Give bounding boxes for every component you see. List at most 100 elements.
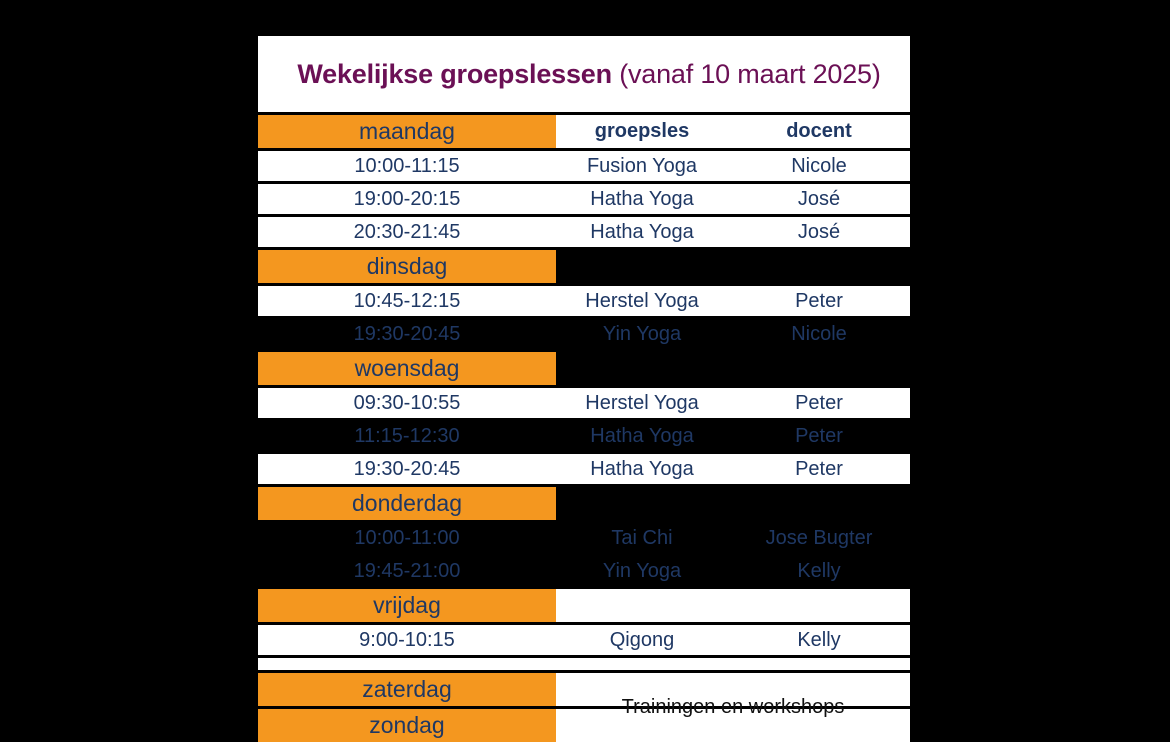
lesson-row: 09:30-10:55 Herstel Yoga Peter [258, 388, 910, 418]
lesson-teacher: Jose Bugter [765, 526, 873, 549]
day-header-cell-dinsdag[interactable]: dinsdag [258, 250, 556, 283]
row-divider-cell [258, 670, 910, 673]
column-header-groepsles [556, 250, 728, 283]
lesson-class-cell: Qigong [556, 625, 728, 655]
lesson-teacher: Peter [795, 289, 843, 312]
day-header-cell-zaterdag[interactable]: zaterdag [258, 673, 556, 706]
title-main: Wekelijkse groepslessen [297, 58, 612, 89]
lesson-class: Hatha Yoga [590, 424, 694, 447]
row-divider-cell [258, 706, 910, 709]
title-subtitle: (vanaf 10 maart 2025) [611, 58, 881, 89]
row-divider-cell [258, 316, 910, 319]
day-label: zaterdag [362, 675, 452, 702]
row-divider-cell [258, 214, 910, 217]
lesson-row: 19:30-20:45 Hatha Yoga Peter [258, 454, 910, 484]
row-divider [258, 451, 910, 454]
row-divider [258, 655, 910, 658]
lesson-time-cell: 19:45-21:00 [258, 556, 556, 586]
column-header-groepsles: groepsles [556, 115, 728, 148]
lesson-class-cell: Yin Yoga [556, 556, 728, 586]
lesson-teacher-cell: Peter [728, 454, 910, 484]
lesson-class-cell: Yin Yoga [556, 319, 728, 349]
lesson-teacher: Kelly [797, 559, 841, 582]
day-label: vrijdag [373, 591, 441, 618]
lesson-class-cell: Hatha Yoga [556, 421, 728, 451]
row-divider-cell [258, 451, 910, 454]
row-divider-cell [258, 484, 910, 487]
lesson-teacher-cell: Peter [728, 286, 910, 316]
lesson-teacher-cell: Nicole [728, 319, 910, 349]
lesson-time-cell: 09:30-10:55 [258, 388, 556, 418]
column-header-groepsles [556, 589, 728, 622]
lesson-class: Hatha Yoga [590, 220, 694, 243]
day-header-cell-woensdag[interactable]: woensdag [258, 352, 556, 385]
column-header-docent [728, 352, 910, 385]
row-divider-cell [258, 349, 910, 352]
lesson-time-cell: 10:45-12:15 [258, 286, 556, 316]
lesson-time: 10:45-12:15 [353, 289, 461, 312]
lesson-row: 10:00-11:00 Tai Chi Jose Bugter [258, 523, 910, 553]
row-divider-cell [258, 655, 910, 658]
day-label: maandag [359, 117, 455, 144]
lesson-teacher: Peter [795, 391, 843, 414]
lesson-teacher-cell: José [728, 184, 910, 214]
column-header-docent [728, 589, 910, 622]
lesson-time-cell: 19:00-20:15 [258, 184, 556, 214]
lesson-time: 11:15-12:30 [354, 424, 460, 447]
lesson-time: 19:00-20:15 [353, 187, 461, 210]
lesson-class-cell: Fusion Yoga [556, 151, 728, 181]
column-header-label: docent [786, 120, 852, 142]
page-title: Wekelijkse groepslessen (vanaf 10 maart … [258, 36, 910, 112]
lesson-time: 19:30-20:45 [353, 457, 461, 480]
day-header-cell-vrijdag[interactable]: vrijdag [258, 589, 556, 622]
lesson-teacher: Kelly [797, 628, 841, 651]
lesson-time-cell: 10:00-11:15 [258, 151, 556, 181]
day-header-cell-maandag[interactable]: maandag [258, 115, 556, 148]
schedule-table: Wekelijkse groepslessen (vanaf 10 maart … [258, 36, 910, 742]
lesson-teacher: Peter [795, 457, 843, 480]
lesson-time: 10:00-11:00 [354, 526, 460, 549]
row-divider-cell [258, 181, 910, 184]
lesson-class: Herstel Yoga [585, 391, 699, 414]
column-header-groepsles [556, 352, 728, 385]
lesson-time: 19:30-20:45 [353, 322, 461, 345]
row-divider [258, 622, 910, 625]
lesson-row: 19:30-20:45 Yin Yoga Nicole [258, 319, 910, 349]
row-divider [258, 553, 910, 556]
lesson-class: Tai Chi [611, 526, 673, 549]
column-header-groepsles [556, 487, 728, 520]
day-header-cell-zondag[interactable]: zondag [258, 709, 556, 742]
row-divider [258, 112, 910, 115]
row-divider [258, 586, 910, 589]
day-header-row: donderdag [258, 487, 910, 520]
row-divider [258, 418, 910, 421]
day-header-row: dinsdag [258, 250, 910, 283]
lesson-class-cell: Herstel Yoga [556, 388, 728, 418]
lesson-teacher: Nicole [791, 322, 847, 345]
weekend-header-row: zaterdag Trainingen en workshops [258, 673, 910, 742]
lesson-teacher: Nicole [791, 154, 847, 177]
lesson-time-cell: 19:30-20:45 [258, 454, 556, 484]
lesson-row: 9:00-10:15 Qigong Kelly [258, 625, 910, 655]
row-divider-cell [258, 283, 910, 286]
lesson-class-cell: Hatha Yoga [556, 217, 728, 247]
row-divider-cell [258, 385, 910, 388]
row-divider [258, 520, 910, 523]
lesson-class-cell: Hatha Yoga [556, 454, 728, 484]
weekend-note: Trainingen en workshops [621, 696, 845, 718]
row-divider-cell [258, 112, 910, 115]
title-row: Wekelijkse groepslessen (vanaf 10 maart … [258, 36, 910, 112]
row-divider [258, 349, 910, 352]
lesson-teacher: José [797, 187, 841, 210]
row-divider [258, 148, 910, 151]
day-header-cell-donderdag[interactable]: donderdag [258, 487, 556, 520]
row-divider [258, 706, 910, 709]
lesson-class: Hatha Yoga [590, 457, 694, 480]
lesson-teacher-cell: Nicole [728, 151, 910, 181]
lesson-class: Herstel Yoga [585, 289, 699, 312]
lesson-class: Yin Yoga [602, 559, 682, 582]
row-divider [258, 247, 910, 250]
day-label: woensdag [354, 354, 460, 381]
column-header-docent [728, 250, 910, 283]
row-divider [258, 181, 910, 184]
